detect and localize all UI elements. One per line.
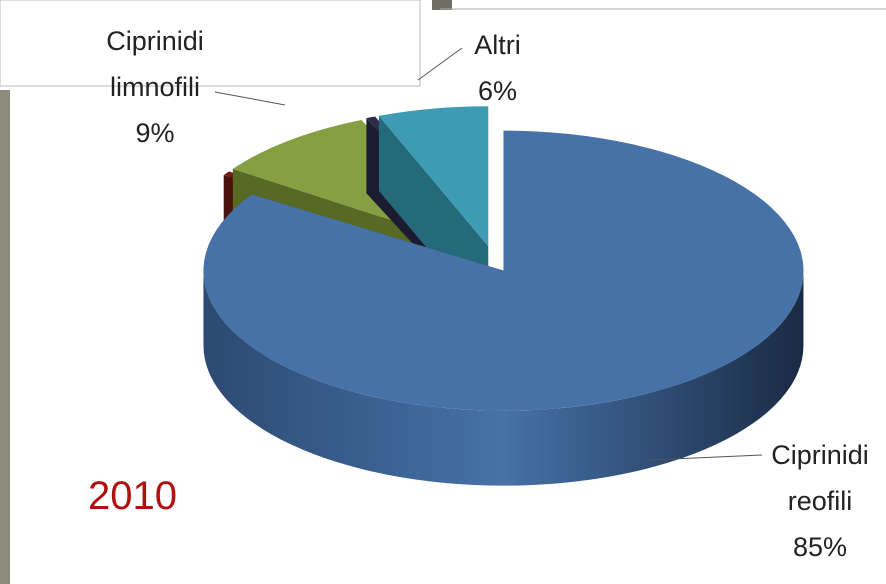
value-label: 9% [135,118,175,148]
frame [0,0,421,87]
year-annotation: 2010 [88,474,177,518]
leader-line [214,91,286,106]
value-label: 6% [477,76,518,106]
category-label: Ciprinidi reofili [771,440,869,516]
slice [203,130,804,486]
slide-border [0,90,10,584]
slice-face [378,106,489,247]
slice-face [203,270,804,486]
slide-border [432,0,452,10]
slice-face [203,130,804,411]
category-label: Altri [474,30,521,60]
value-label: 85% [792,532,848,562]
category-label: Ciprinidi limnofili [106,26,204,102]
leader-line [649,454,763,461]
leader-line [417,47,463,81]
